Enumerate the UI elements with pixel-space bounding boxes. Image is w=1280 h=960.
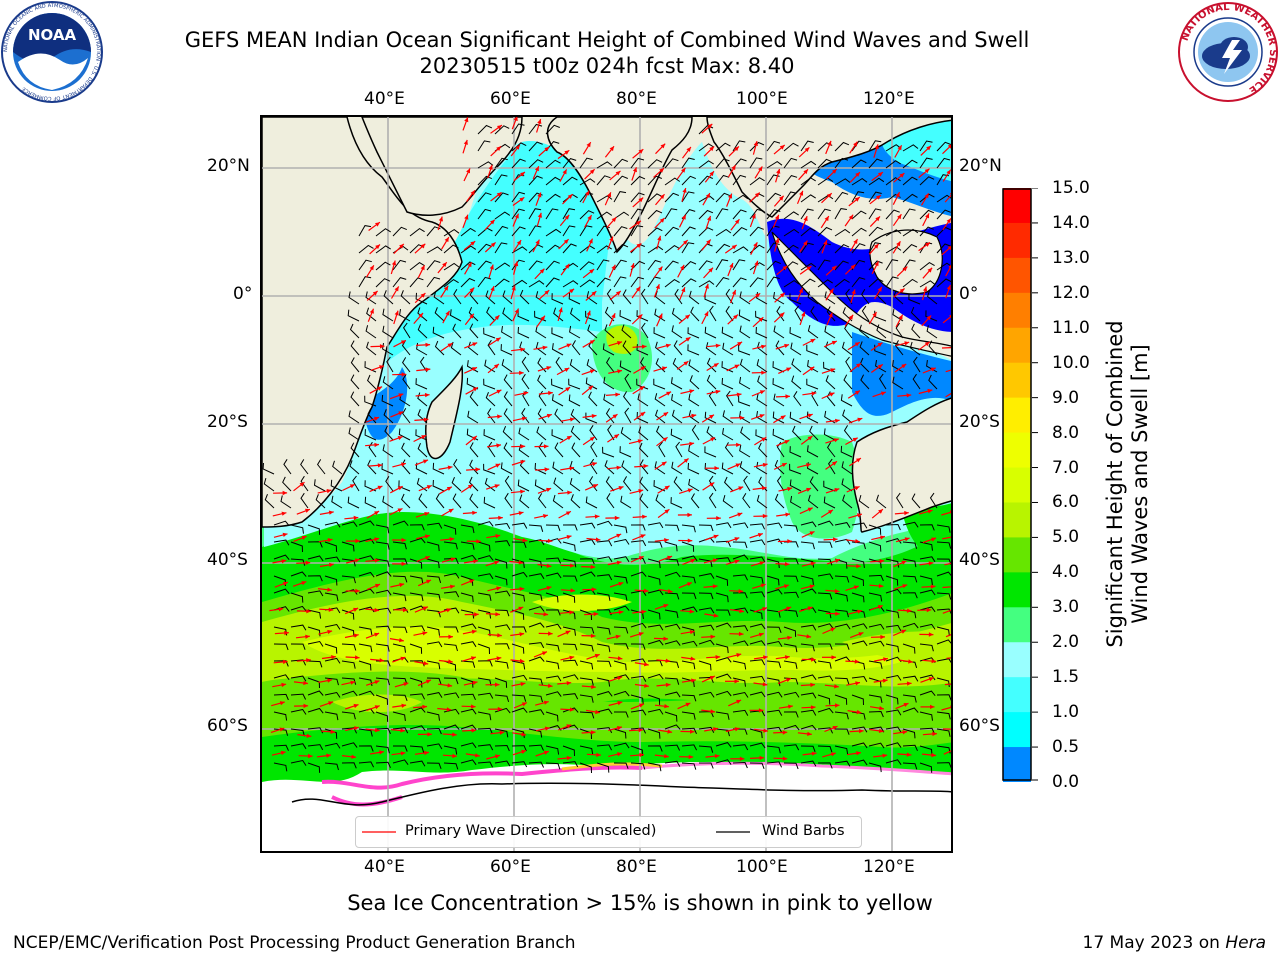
map-title: GEFS MEAN Indian Ocean Significant Heigh…	[184, 28, 1030, 52]
colorbar-tick-label: 2.0	[1052, 632, 1080, 653]
southeast-asia-landmass	[706, 117, 951, 218]
colorbar-title: Significant Height of Combined Wind Wave…	[1103, 320, 1153, 647]
colorbar-tick-label: 10.0	[1052, 352, 1090, 373]
colorbar-tick-label: 3.0	[1052, 597, 1080, 618]
map-plot-area	[260, 115, 953, 853]
left-tick-label: 20°N	[207, 156, 250, 176]
ocean-map	[262, 117, 951, 851]
colorbar-band	[1003, 502, 1031, 538]
top-tick-label: 120°E	[863, 89, 915, 109]
colorbar-tick-label: 13.0	[1052, 247, 1090, 268]
colorbar-band	[1003, 222, 1031, 259]
bottom-tick-label: 100°E	[736, 857, 788, 877]
generation-date-text: 17 May 2023 on	[1082, 933, 1226, 953]
colorbar-band	[1003, 537, 1031, 573]
right-tick-label: 20°S	[959, 412, 1000, 432]
top-tick-label: 60°E	[490, 89, 531, 109]
colorbar-band	[1003, 292, 1031, 329]
sea-ice-note: Sea Ice Concentration > 15% is shown in …	[347, 891, 933, 915]
india-landmass	[546, 117, 693, 254]
map-subtitle: 20230515 t00z 024h fcst Max: 8.40	[419, 54, 795, 78]
producer-credit: NCEP/EMC/Verification Post Processing Pr…	[13, 933, 576, 953]
colorbar-band	[1003, 677, 1031, 713]
colorbar-band	[1003, 397, 1031, 434]
colorbar-tick-label: 4.0	[1052, 562, 1080, 583]
colorbar-band	[1003, 607, 1031, 643]
colorbar-band	[1003, 188, 1031, 224]
left-tick-label: 60°S	[207, 716, 248, 736]
wave-direction-arrows	[269, 117, 951, 761]
top-tick-label: 80°E	[616, 89, 657, 109]
colorbar-tick-label: 8.0	[1052, 422, 1080, 443]
wave-direction-legend-line	[362, 831, 396, 833]
colorbar-title-line2: Wind Waves and Swell [m]	[1128, 344, 1152, 624]
colorbar-tick-label: 5.0	[1052, 527, 1080, 548]
bottom-tick-label: 80°E	[616, 857, 657, 877]
svg-text:NOAA: NOAA	[28, 26, 77, 44]
antarctica-coastline	[291, 782, 951, 806]
top-tick-label: 40°E	[364, 89, 405, 109]
right-tick-label: 60°S	[959, 716, 1000, 736]
bottom-tick-label: 60°E	[490, 857, 531, 877]
colorbar-tick-label: 11.0	[1052, 317, 1090, 338]
colorbar-band	[1003, 432, 1031, 469]
colorbar-tick-label: 1.5	[1052, 667, 1080, 688]
arabia-landmass	[361, 117, 523, 217]
nws-logo: NATIONAL WEATHER SERVICE	[1178, 2, 1278, 102]
colorbar-tick-label: 0.0	[1052, 772, 1080, 792]
colorbar-band	[1003, 257, 1031, 294]
colorbar-band	[1003, 467, 1031, 503]
sea-ice-edge	[321, 765, 643, 790]
colorbar-tick-label: 7.0	[1052, 457, 1080, 478]
colorbar-tick-label: 15.0	[1052, 178, 1090, 198]
top-tick-label: 100°E	[736, 89, 788, 109]
colorbar-tick-label: 6.0	[1052, 492, 1080, 513]
colorbar-tick-label: 1.0	[1052, 702, 1080, 723]
wind-barb-legend-line	[716, 831, 750, 833]
colorbar	[1002, 188, 1038, 782]
bottom-tick-label: 40°E	[364, 857, 405, 877]
noaa-logo: NOAA NATIONAL OCEANIC AND ATMOSPHERIC AD…	[1, 1, 103, 103]
colorbar-tick-label: 14.0	[1052, 212, 1090, 233]
colorbar-band	[1003, 572, 1031, 608]
wave-direction-legend-label: Primary Wave Direction (unscaled)	[405, 823, 657, 839]
left-tick-label: 20°S	[207, 412, 248, 432]
colorbar-band	[1003, 712, 1031, 748]
madagascar-landmass	[425, 364, 464, 460]
map-legend: Primary Wave Direction (unscaled) Wind B…	[355, 816, 862, 848]
colorbar-tick-label: 9.0	[1052, 387, 1080, 408]
generation-date: 17 May 2023 on Hera	[1083, 933, 1267, 953]
right-tick-label: 20°N	[959, 156, 1002, 176]
generation-machine: Hera	[1225, 933, 1266, 953]
colorbar-title-line1: Significant Height of Combined	[1103, 320, 1127, 648]
colorbar-band	[1003, 327, 1031, 364]
colorbar-band	[1003, 642, 1031, 678]
colorbar-band	[1003, 362, 1031, 399]
colorbar-band	[1003, 747, 1031, 782]
left-tick-label: 0°	[233, 284, 253, 304]
right-tick-label: 40°S	[959, 550, 1000, 570]
colorbar-tick-label: 12.0	[1052, 282, 1090, 303]
wind-barb-legend-label: Wind Barbs	[762, 823, 845, 839]
colorbar-tick-label: 0.5	[1052, 737, 1080, 758]
bottom-tick-label: 120°E	[863, 857, 915, 877]
right-tick-label: 0°	[959, 284, 979, 304]
left-tick-label: 40°S	[207, 550, 248, 570]
